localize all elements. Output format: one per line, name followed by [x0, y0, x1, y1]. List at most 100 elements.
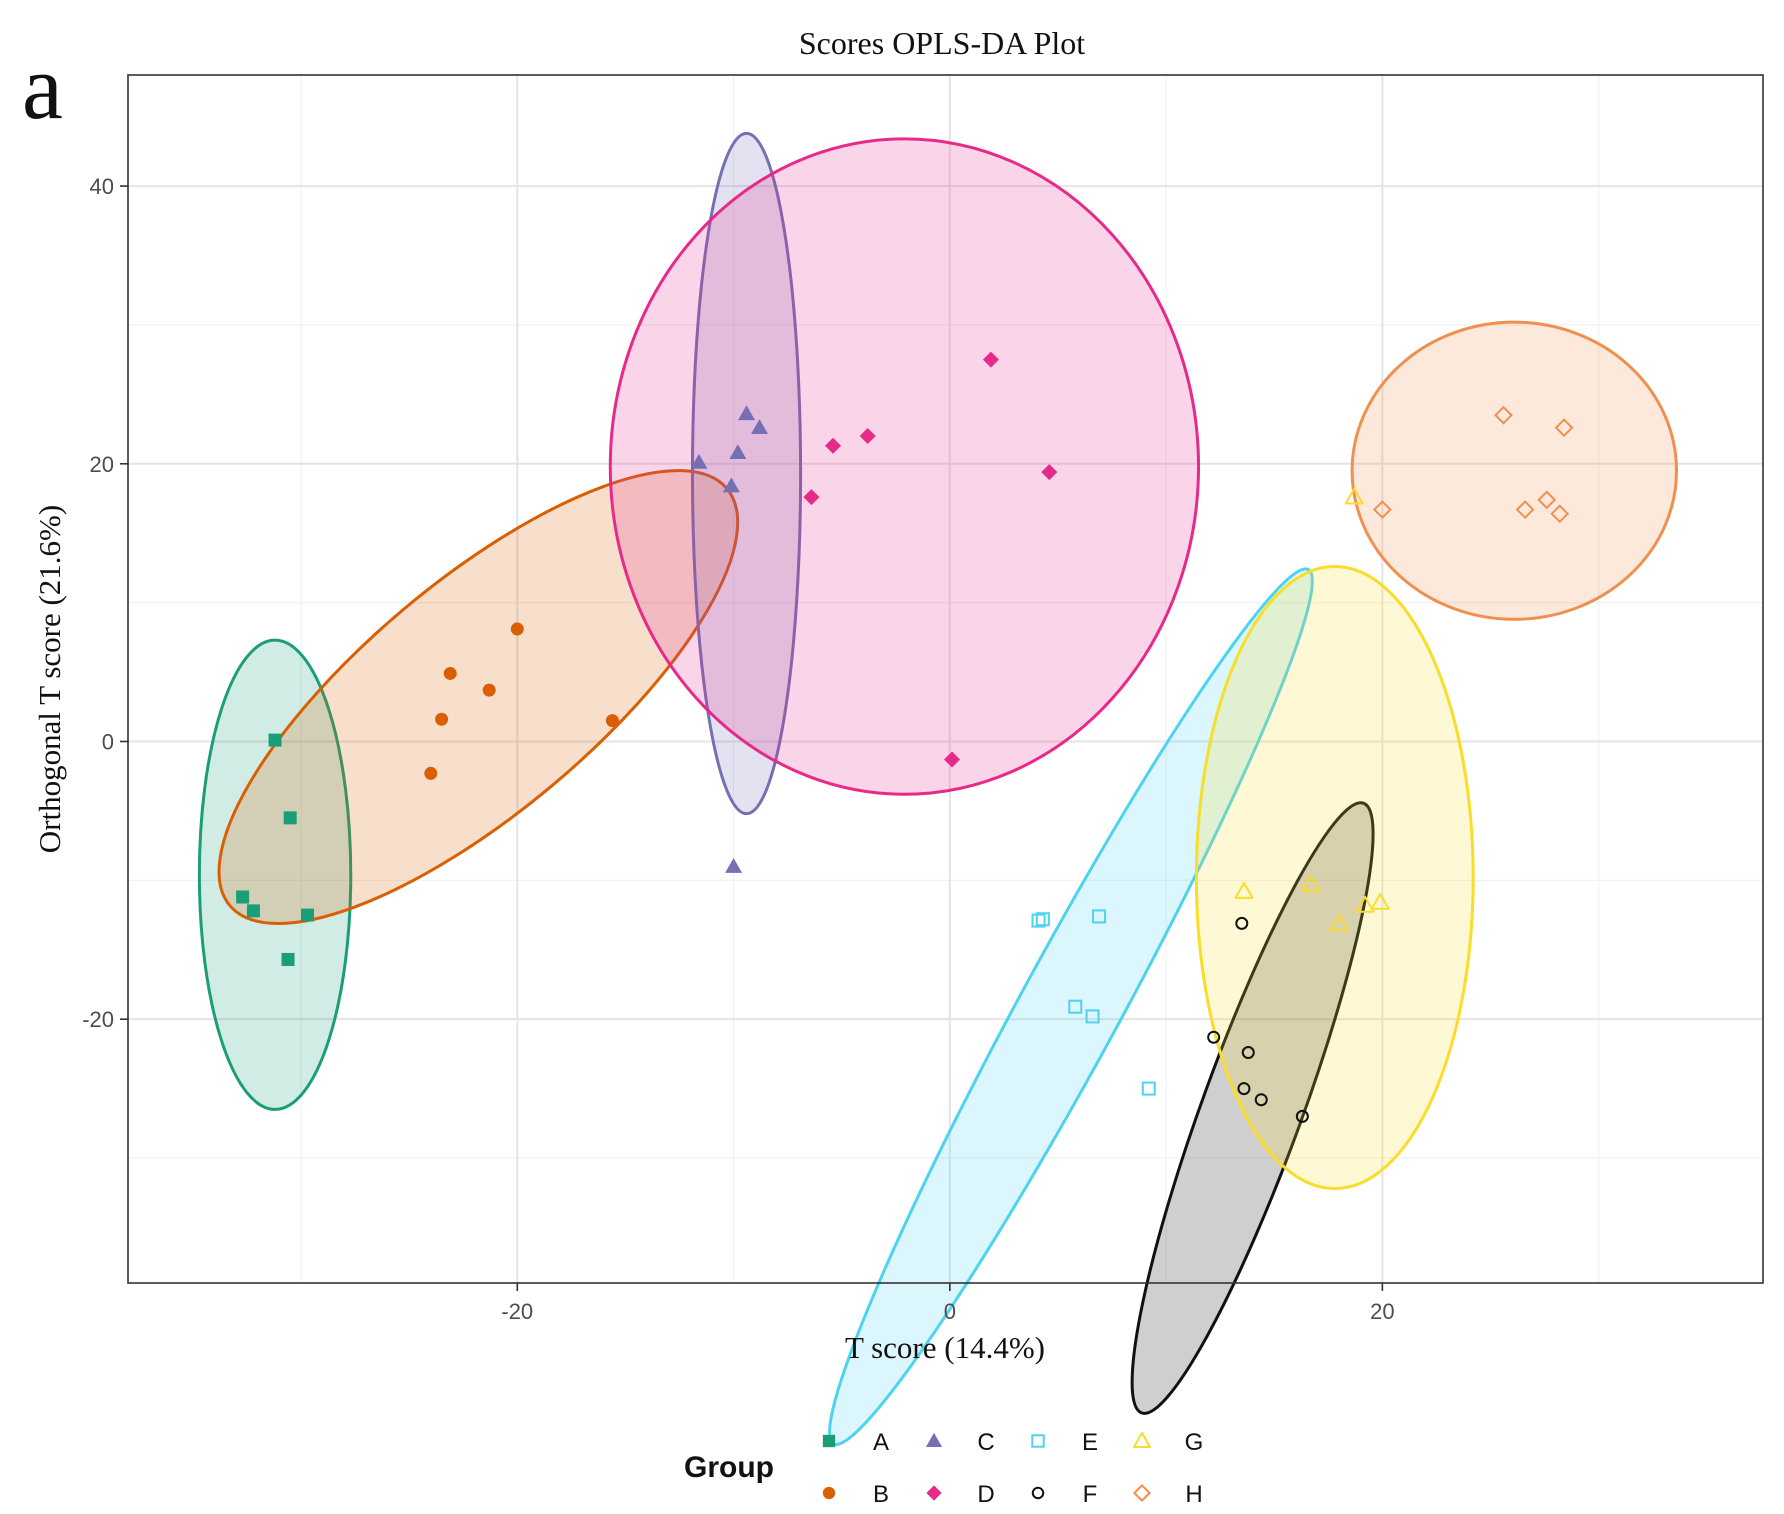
series-A [236, 733, 315, 966]
point-group-B [510, 622, 524, 636]
legend-label-C: C [977, 1429, 994, 1456]
point-group-G [1355, 895, 1375, 913]
point-group-E [1141, 1081, 1156, 1096]
legend-marker-G [1132, 1431, 1152, 1449]
point-group-G [1301, 874, 1321, 892]
legend: Group AB CD EF GH [684, 1429, 1203, 1508]
ellipse-group-F [1130, 801, 1375, 1415]
legend-label-A: A [873, 1429, 889, 1456]
point-group-F [1207, 1030, 1221, 1044]
ellipse-group-H [1350, 320, 1678, 621]
y-axis-label: Orthogonal T score (21.6%) [32, 505, 67, 853]
legend-marker-A [822, 1434, 836, 1448]
point-group-E [1068, 999, 1083, 1014]
ellipse-group-C [690, 131, 803, 816]
legend-item-F: F [1031, 1481, 1098, 1508]
point-group-D [803, 489, 820, 506]
confidence-ellipses [197, 131, 1678, 1446]
y-tick-label: 0 [102, 729, 114, 754]
panel-label: a [22, 36, 63, 138]
point-group-D [859, 428, 876, 445]
point-group-A [268, 733, 282, 747]
ellipse-group-A [197, 638, 353, 1111]
grid-layer [128, 75, 1763, 1283]
point-group-E [1035, 912, 1050, 927]
point-group-B [605, 714, 619, 728]
point-group-H [1372, 500, 1392, 520]
series-G [1234, 487, 1390, 931]
legend-marker-F [1031, 1486, 1045, 1500]
series-C [690, 405, 769, 873]
point-group-D [943, 751, 960, 768]
legend-label-G: G [1185, 1429, 1204, 1456]
point-group-C [729, 444, 747, 460]
legend-item-D: D [926, 1481, 995, 1508]
ellipse-group-G [1194, 565, 1475, 1191]
point-group-D [982, 351, 999, 368]
point-group-A [301, 908, 315, 922]
legend-title: Group [684, 1451, 774, 1484]
point-group-C [751, 419, 769, 435]
legend-item-E: E [1031, 1429, 1098, 1456]
y-tick-label: -20 [82, 1007, 114, 1032]
point-group-B [482, 683, 496, 697]
series-B [424, 622, 619, 780]
point-group-G [1234, 881, 1254, 899]
x-tick-label: 0 [944, 1299, 956, 1324]
point-group-F [1295, 1109, 1309, 1123]
legend-label-B: B [873, 1481, 889, 1508]
chart-title: Scores OPLS-DA Plot [799, 25, 1085, 61]
point-group-F [1235, 916, 1249, 930]
point-group-E [1031, 913, 1046, 928]
point-group-C [738, 405, 756, 421]
point-group-H [1554, 418, 1574, 438]
point-group-D [1041, 464, 1058, 481]
point-group-G [1370, 893, 1390, 910]
x-tick-label: 20 [1370, 1299, 1394, 1324]
legend-item-B: B [822, 1481, 889, 1508]
legend-label-D: D [977, 1481, 994, 1508]
y-axis-ticks: -20 0 20 40 [82, 174, 128, 1032]
legend-item-H: H [1132, 1481, 1203, 1508]
point-group-F [1241, 1046, 1255, 1060]
point-group-C [725, 857, 743, 873]
legend-marker-E [1031, 1434, 1045, 1448]
legend-marker-D [926, 1485, 942, 1501]
point-group-H [1550, 504, 1570, 524]
legend-marker-C [925, 1432, 943, 1448]
point-group-C [690, 453, 708, 469]
point-group-H [1515, 500, 1535, 520]
point-group-G [1329, 913, 1349, 931]
legend-item-C: C [925, 1429, 995, 1456]
legend-marker-B [822, 1486, 836, 1500]
series-H [1372, 405, 1574, 524]
point-group-D [825, 437, 842, 454]
point-group-C [722, 477, 740, 493]
legend-label-H: H [1185, 1481, 1202, 1508]
point-group-F [1237, 1082, 1251, 1096]
point-group-E [1085, 1009, 1100, 1024]
legend-label-E: E [1082, 1429, 1098, 1456]
point-group-A [283, 811, 297, 825]
point-group-H [1494, 405, 1513, 425]
point-group-B [443, 666, 457, 680]
x-tick-label: -20 [501, 1299, 533, 1324]
legend-item-A: A [822, 1429, 889, 1456]
point-group-A [281, 952, 295, 966]
plot-frame [127, 74, 1764, 1284]
point-group-G [1344, 487, 1364, 505]
point-group-B [424, 766, 438, 780]
ellipse-group-D [608, 137, 1201, 796]
point-group-F [1254, 1093, 1268, 1107]
legend-item-G: G [1132, 1429, 1204, 1456]
legend-items: AB CD EF GH [822, 1429, 1204, 1508]
point-group-A [246, 904, 260, 918]
x-axis-ticks: -20 0 20 [501, 1283, 1395, 1324]
y-tick-label: 40 [90, 174, 114, 199]
legend-label-F: F [1083, 1481, 1098, 1508]
series-E [1031, 909, 1156, 1096]
x-axis-label: T score (14.4%) [845, 1330, 1045, 1365]
series-F [1207, 916, 1309, 1123]
